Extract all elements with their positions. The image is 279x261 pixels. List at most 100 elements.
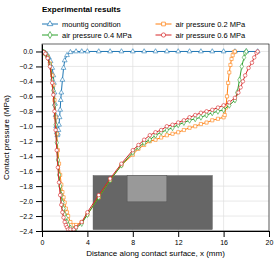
tick: −1.6 xyxy=(19,168,42,175)
tick-mark xyxy=(36,171,42,172)
tick-label: 8 xyxy=(131,239,135,246)
legend-title: Experimental results xyxy=(42,5,121,14)
series-line xyxy=(42,51,258,229)
tick-mark xyxy=(36,141,42,142)
point xyxy=(53,110,57,114)
tick: −0.6 xyxy=(19,93,42,100)
point xyxy=(227,81,230,84)
point xyxy=(148,133,152,137)
point xyxy=(176,121,180,125)
tick: 0.0 xyxy=(23,48,42,55)
tick: −2.0 xyxy=(19,198,42,205)
point xyxy=(239,86,243,90)
tick: 4 xyxy=(86,231,90,246)
point xyxy=(165,134,168,137)
point xyxy=(108,49,113,53)
tick-label: 4 xyxy=(86,239,90,246)
legend: Experimental resultsmountig conditionair… xyxy=(42,5,246,40)
tick-mark xyxy=(42,231,43,237)
tick-label: −1.8 xyxy=(19,183,33,190)
series-line xyxy=(42,51,246,229)
point xyxy=(137,143,141,147)
legend-label: air pressure 0.2 MPa xyxy=(176,20,246,29)
point xyxy=(243,74,247,78)
tick: 8 xyxy=(131,231,135,246)
point xyxy=(60,77,65,81)
tick-label: −1.0 xyxy=(19,123,33,130)
grid-line xyxy=(42,81,269,82)
point xyxy=(48,65,52,69)
cross-section-shape xyxy=(127,176,167,202)
tick-label: −2.0 xyxy=(19,198,33,205)
point xyxy=(58,193,62,197)
series-points xyxy=(42,49,248,231)
tick-label: −0.4 xyxy=(19,78,33,85)
point xyxy=(188,116,192,120)
marks xyxy=(42,49,260,231)
point xyxy=(108,177,112,181)
point xyxy=(199,114,202,120)
point xyxy=(74,49,79,53)
point xyxy=(142,138,146,142)
tick-mark xyxy=(269,231,270,237)
point xyxy=(228,71,231,74)
point xyxy=(68,49,73,53)
tick-label: 12 xyxy=(175,239,183,246)
point xyxy=(52,93,56,97)
point xyxy=(86,211,90,215)
point xyxy=(96,49,101,53)
point xyxy=(227,101,231,105)
tick-label: 20 xyxy=(266,239,274,246)
point xyxy=(194,125,197,128)
point xyxy=(211,119,214,122)
point xyxy=(247,66,251,70)
tick-mark xyxy=(133,231,134,237)
point xyxy=(199,122,202,125)
point xyxy=(58,97,63,101)
point xyxy=(55,148,59,152)
legend-item: air pressure 0.6 MPa xyxy=(156,31,246,40)
tick: −0.8 xyxy=(19,108,42,115)
grid-line xyxy=(223,44,224,231)
series-points xyxy=(42,50,259,231)
point xyxy=(171,123,175,127)
point xyxy=(182,119,186,123)
point xyxy=(238,77,241,83)
tick: 20 xyxy=(266,231,274,246)
point xyxy=(198,49,203,53)
point xyxy=(130,49,135,53)
point xyxy=(44,52,48,56)
point xyxy=(240,63,243,69)
point xyxy=(171,132,174,135)
tick: −2.4 xyxy=(19,228,42,235)
legend-marker xyxy=(162,22,166,26)
tick: −2.2 xyxy=(19,213,42,220)
tick-mark xyxy=(36,51,42,52)
point xyxy=(176,49,181,53)
point xyxy=(62,216,66,220)
series-points xyxy=(42,50,237,227)
point xyxy=(50,81,54,85)
point xyxy=(225,95,228,98)
point xyxy=(97,193,101,197)
tick: 16 xyxy=(220,231,228,246)
point xyxy=(221,49,226,53)
point xyxy=(54,128,58,132)
point xyxy=(62,58,67,62)
point xyxy=(252,56,256,60)
legend-marker xyxy=(161,33,165,37)
legend-item: air pressure 0.4 MPa xyxy=(42,31,132,40)
series-line xyxy=(42,51,235,225)
point xyxy=(159,128,163,132)
point xyxy=(79,49,84,53)
tick-mark xyxy=(36,231,42,232)
point xyxy=(241,80,245,84)
tick-label: −1.2 xyxy=(19,138,33,145)
cross-section-shape xyxy=(93,176,212,230)
point xyxy=(58,107,63,111)
point xyxy=(46,56,50,60)
y-axis: 0.0−0.2−0.4−0.6−0.8−1.0−1.2−1.4−1.6−1.8−… xyxy=(19,45,42,235)
tick-mark xyxy=(87,231,88,237)
point xyxy=(160,136,163,139)
point xyxy=(187,49,192,53)
